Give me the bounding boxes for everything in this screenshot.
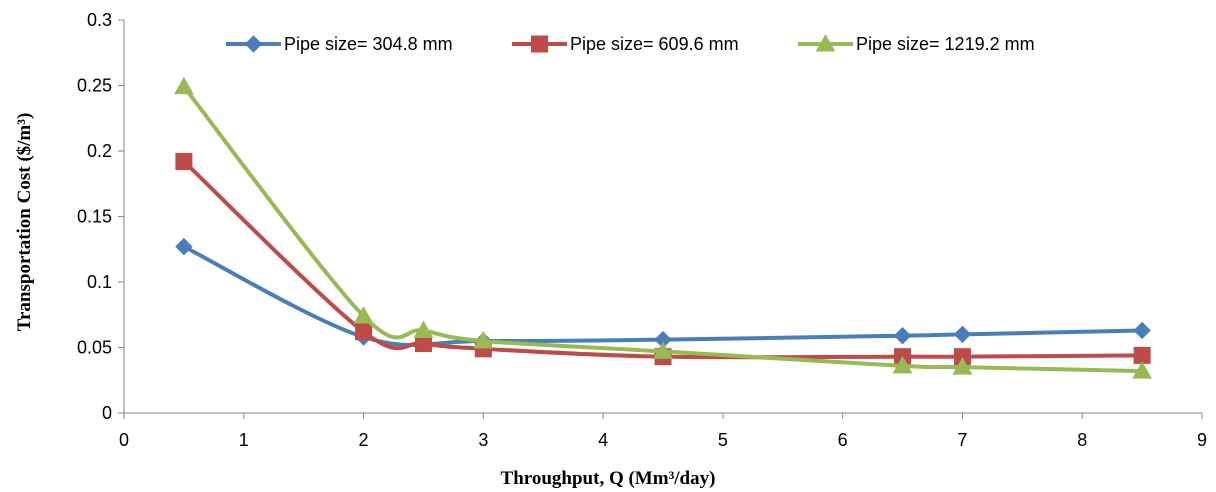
data-point-diamond bbox=[1133, 321, 1151, 340]
x-tick-label: 2 bbox=[359, 430, 369, 450]
data-point-diamond bbox=[953, 325, 972, 344]
legend-label: Pipe size= 1219.2 mm bbox=[856, 34, 1035, 54]
x-tick-label: 9 bbox=[1197, 430, 1207, 450]
data-point-triangle bbox=[892, 355, 913, 374]
series-line bbox=[182, 160, 1143, 360]
x-tick-label: 6 bbox=[838, 430, 848, 450]
x-tick-label: 3 bbox=[478, 430, 488, 450]
data-point-diamond bbox=[893, 327, 912, 345]
axes: 0 0.05 0.1 0.15 0.2 0.25 0.3 0 1 2 3 4 5 6 7 8 9 bbox=[77, 10, 1207, 450]
data-point-triangle bbox=[353, 306, 374, 324]
y-tick-label: 0.1 bbox=[87, 272, 112, 292]
data-point-triangle bbox=[413, 320, 434, 338]
series-line bbox=[182, 85, 1143, 374]
data-point-square bbox=[1133, 346, 1151, 364]
legend-label: Pipe size= 304.8 mm bbox=[284, 34, 453, 54]
data-point-diamond bbox=[175, 237, 193, 256]
y-tick-label: 0.15 bbox=[77, 207, 112, 227]
y-tick-label: 0.05 bbox=[77, 338, 112, 358]
data-point-square bbox=[175, 152, 193, 170]
legend-label: Pipe size= 609.6 mm bbox=[570, 34, 739, 54]
x-tick-label: 0 bbox=[119, 430, 129, 450]
data-point-square bbox=[355, 323, 373, 341]
legend-item: Pipe size= 1219.2 mm bbox=[798, 33, 1035, 54]
y-tick-label: 0.3 bbox=[87, 10, 112, 30]
x-tick-label: 5 bbox=[718, 430, 728, 450]
data-point-triangle bbox=[952, 357, 973, 375]
x-tick-label: 4 bbox=[598, 430, 608, 450]
data-point-triangle bbox=[473, 330, 494, 349]
y-tick-label: 0 bbox=[102, 403, 112, 423]
legend-item: Pipe size= 609.6 mm bbox=[512, 34, 739, 54]
x-tick-label: 8 bbox=[1077, 430, 1087, 450]
y-axis-title: Transportation Cost ($/m³) bbox=[14, 113, 35, 332]
series-layer bbox=[174, 76, 1152, 379]
legend: Pipe size= 304.8 mm Pipe size= 609.6 mm Pi… bbox=[226, 33, 1035, 54]
x-axis-title: Throughput, Q (Mm³/day) bbox=[501, 468, 716, 489]
data-point-triangle bbox=[174, 76, 194, 95]
legend-item: Pipe size= 304.8 mm bbox=[226, 34, 453, 54]
legend-marker-triangle bbox=[815, 33, 836, 52]
data-point-triangle bbox=[1132, 361, 1152, 379]
legend-marker-diamond bbox=[244, 35, 263, 53]
x-tick-label: 7 bbox=[957, 430, 967, 450]
y-tick-label: 0.25 bbox=[77, 76, 112, 96]
data-point-triangle bbox=[653, 341, 673, 359]
legend-marker-square bbox=[531, 35, 548, 53]
y-tick-label: 0.2 bbox=[87, 141, 112, 161]
series-3 bbox=[174, 76, 1152, 379]
x-tick-label: 1 bbox=[239, 430, 249, 450]
series-line bbox=[182, 244, 1143, 348]
